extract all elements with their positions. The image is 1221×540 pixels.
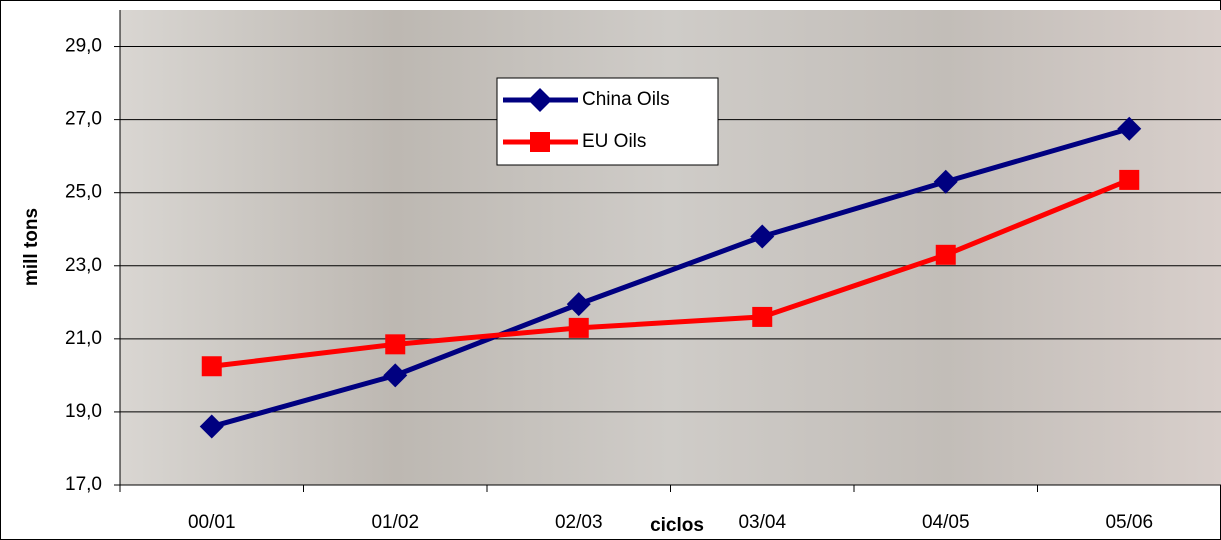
diamond-marker xyxy=(199,414,224,439)
legend-label: China Oils xyxy=(582,89,670,110)
x-tick-label: 04/05 xyxy=(922,512,970,533)
diamond-marker xyxy=(750,224,775,249)
square-marker xyxy=(530,132,550,152)
diamond-marker xyxy=(1117,116,1142,141)
x-tick-label: 03/04 xyxy=(738,512,786,533)
diamond-marker xyxy=(933,169,958,194)
series-line xyxy=(211,126,1130,429)
square-marker xyxy=(1119,169,1140,190)
x-tick-label: 00/01 xyxy=(188,512,236,533)
y-tick-label: 21,0 xyxy=(65,328,102,349)
diamond-marker xyxy=(528,88,552,112)
square-marker xyxy=(201,356,222,377)
x-axis-label: ciclos xyxy=(650,515,704,536)
y-tick-label: 27,0 xyxy=(65,109,102,130)
legend: China Oils EU Oils xyxy=(496,77,719,166)
legend-label: EU Oils xyxy=(582,131,646,152)
diamond-marker xyxy=(383,363,408,388)
y-tick-label: 17,0 xyxy=(65,474,102,495)
square-marker xyxy=(752,306,773,327)
diamond-marker xyxy=(566,292,591,317)
square-marker xyxy=(385,334,406,355)
y-axis-label: mill tons xyxy=(21,208,42,286)
x-tick-label: 05/06 xyxy=(1105,512,1153,533)
square-marker xyxy=(935,244,956,265)
x-tick-label: 02/03 xyxy=(555,512,603,533)
y-tick-label: 29,0 xyxy=(65,36,102,57)
square-marker xyxy=(568,317,589,338)
x-tick-label: 01/02 xyxy=(371,512,419,533)
y-tick-label: 19,0 xyxy=(65,401,102,422)
series-line xyxy=(211,177,1131,369)
y-tick-label: 25,0 xyxy=(65,182,102,203)
y-tick-label: 23,0 xyxy=(65,255,102,276)
